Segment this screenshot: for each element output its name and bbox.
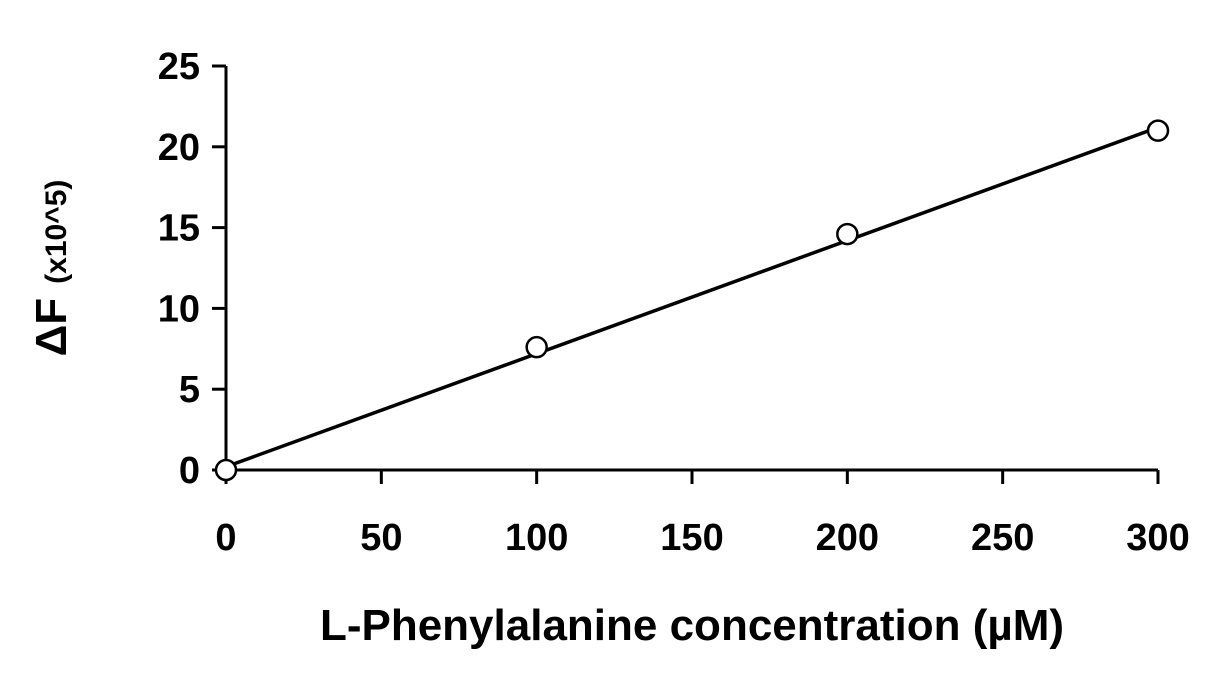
data-point <box>836 222 859 246</box>
y-tick-label: 25 <box>158 46 200 88</box>
y-tick-label: 5 <box>179 369 200 411</box>
x-tick-label: 50 <box>360 517 402 559</box>
y-axis-title-group: ΔF (x10^5) <box>27 180 76 357</box>
x-tick-label: 250 <box>971 517 1034 559</box>
x-ticks: 0 50 100 150 200 250 300 <box>215 470 1190 559</box>
data-point <box>525 335 548 359</box>
y-axis-title-unit: (x10^5) <box>40 180 73 284</box>
trendline <box>225 125 1159 469</box>
y-tick-label: 15 <box>158 208 200 250</box>
x-tick-label: 100 <box>505 517 568 559</box>
y-axis-title: ΔF (x10^5) <box>27 180 76 357</box>
y-tick-label: 0 <box>179 450 200 492</box>
axes <box>212 66 1158 472</box>
x-tick-label: 200 <box>816 517 879 559</box>
y-tick-label: 20 <box>158 127 200 169</box>
y-tick-label: 10 <box>158 288 200 330</box>
x-tick-label: 300 <box>1126 517 1189 559</box>
y-axis-title-main: ΔF <box>27 298 76 357</box>
x-tick-label: 0 <box>215 517 236 559</box>
x-axis-title: L-Phenylalanine concentration (µM) <box>320 601 1064 650</box>
data-point <box>214 458 238 482</box>
data-point <box>1146 119 1170 142</box>
trendline-layer <box>225 125 1159 469</box>
y-ticks: 0 5 10 15 20 25 <box>158 46 226 492</box>
points-layer <box>214 119 1170 482</box>
x-tick-label: 150 <box>660 517 723 559</box>
